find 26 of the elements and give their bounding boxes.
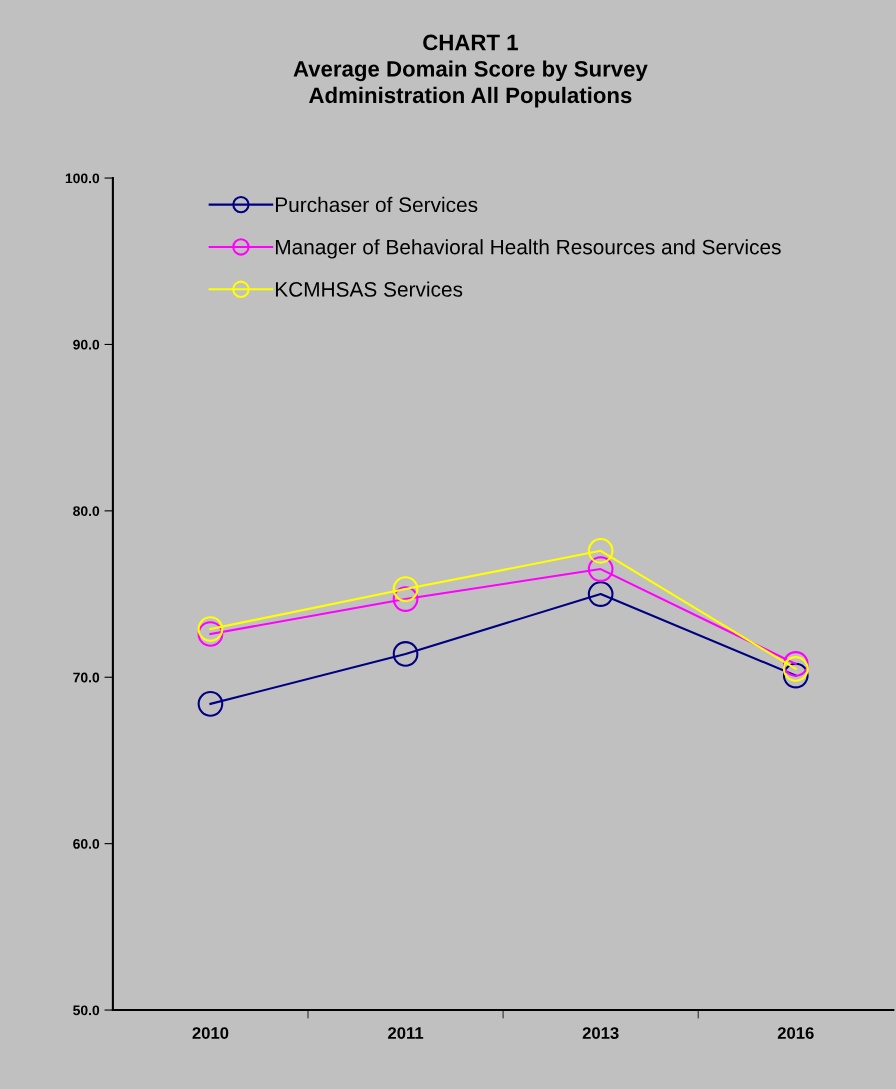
point (392, 576, 419, 602)
y-tick-label: 60.0 (73, 838, 100, 849)
chart-title: CHART 1 Average Domain Score by Survey Administration All Populations (293, 34, 648, 108)
point (587, 537, 614, 564)
point (587, 581, 614, 607)
point (197, 691, 224, 717)
point (392, 641, 419, 667)
legend-label: Manager of Behavioral Health Resources and Services (275, 239, 781, 259)
y-tick-label: 100.0 (65, 173, 100, 184)
point (197, 616, 224, 642)
x-tick-label: 2016 (777, 1027, 814, 1039)
y-tick-label: 90.0 (73, 339, 100, 350)
x-tick-label: 2011 (388, 1027, 424, 1039)
y-tick-label: 50.0 (73, 1005, 100, 1016)
point (782, 656, 809, 682)
point (782, 662, 809, 689)
legend-label: Purchaser of Services (275, 196, 478, 213)
x-tick-label: 2010 (192, 1027, 229, 1039)
x-tick-label: 2013 (582, 1027, 619, 1039)
point (197, 621, 224, 647)
legend-label: KCMHSAS Services (275, 281, 463, 297)
point (782, 651, 809, 677)
y-tick-label: 70.0 (73, 672, 100, 683)
point (587, 556, 614, 582)
point (392, 586, 419, 612)
y-tick-label: 80.0 (73, 506, 100, 517)
